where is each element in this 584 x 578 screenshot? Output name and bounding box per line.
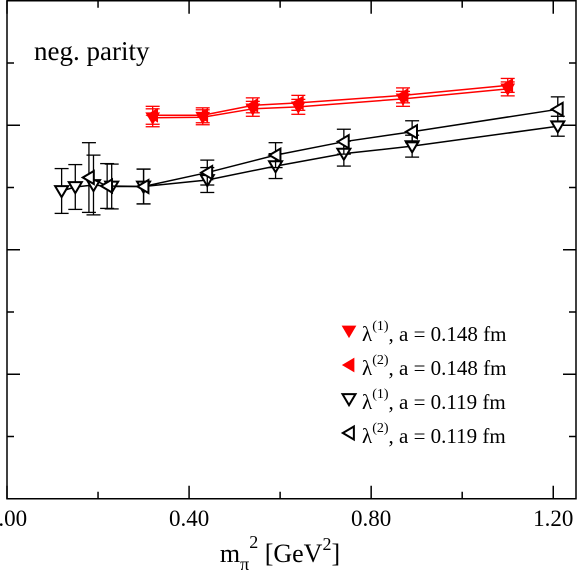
legend-text: , a = 0.119 fm	[389, 424, 506, 448]
legend-symbol: λ	[362, 424, 373, 448]
data-point	[335, 133, 350, 150]
legend-marker	[341, 357, 355, 373]
x-tick-label: 0.00	[0, 506, 27, 531]
x-label-unit-open: [GeV	[258, 539, 322, 568]
data-point	[549, 101, 564, 118]
series-3	[53, 115, 567, 216]
series-line	[152, 84, 508, 117]
legend: λ(1), a = 0.148 fmλ(2), a = 0.148 fmλ(1)…	[340, 319, 507, 448]
series-line	[152, 88, 508, 119]
legend-superscript: (1)	[372, 319, 389, 334]
legend-superscript: (2)	[372, 353, 389, 368]
legend-label: λ(1), a = 0.148 fm	[362, 319, 507, 346]
data-point	[135, 178, 150, 195]
data-point	[80, 169, 95, 186]
legend-entry: λ(2), a = 0.119 fm	[340, 421, 506, 448]
legend-marker	[340, 424, 355, 442]
series-line	[88, 108, 558, 188]
legend-marker	[341, 325, 357, 339]
data-point	[145, 107, 159, 123]
legend-symbol: λ	[362, 390, 373, 414]
series-1	[145, 81, 516, 128]
data-point	[53, 185, 70, 200]
x-label-sub: π	[240, 554, 249, 574]
legend-label: λ(2), a = 0.148 fm	[362, 353, 507, 380]
data-point	[98, 177, 114, 195]
data-point	[395, 87, 409, 103]
x-label-sup: 2	[249, 532, 258, 552]
x-label-unit-sup: 2	[322, 534, 331, 554]
data-point	[245, 97, 259, 113]
data-point	[195, 107, 209, 123]
data-point	[67, 181, 84, 196]
legend-superscript: (2)	[372, 421, 389, 436]
x-label-unit-close: ]	[331, 539, 340, 568]
data-point	[403, 123, 419, 140]
x-axis-label: mπ2 [GeV2]	[220, 532, 340, 574]
series-line	[61, 125, 558, 192]
series-2	[145, 77, 515, 125]
data-point	[291, 95, 304, 111]
legend-text: , a = 0.148 fm	[389, 322, 507, 346]
axis-ticks	[6, 0, 576, 499]
data-point	[267, 146, 282, 164]
legend-text: , a = 0.148 fm	[389, 356, 507, 380]
x-label-main: m	[220, 539, 240, 568]
legend-text: , a = 0.119 fm	[389, 390, 506, 414]
series-4	[80, 96, 565, 214]
x-tick-labels: 0.00 0.40 0.80 1.20	[0, 506, 573, 531]
legend-entry: λ(2), a = 0.148 fm	[341, 353, 507, 380]
legend-superscript: (1)	[372, 387, 389, 402]
data-point	[500, 78, 514, 93]
legend-symbol: λ	[362, 322, 373, 346]
x-tick-label: 1.20	[533, 506, 573, 531]
legend-entry: λ(1), a = 0.148 fm	[341, 319, 507, 346]
legend-entry: λ(1), a = 0.119 fm	[340, 387, 506, 414]
data-point	[199, 164, 214, 181]
annotation-text: neg. parity	[34, 36, 150, 66]
x-tick-label: 0.40	[169, 506, 209, 531]
legend-label: λ(2), a = 0.119 fm	[362, 421, 506, 448]
legend-symbol: λ	[362, 356, 373, 380]
legend-label: λ(1), a = 0.119 fm	[362, 387, 506, 414]
data-marks	[53, 77, 567, 216]
legend-marker	[340, 393, 358, 408]
x-tick-label: 0.80	[351, 506, 391, 531]
